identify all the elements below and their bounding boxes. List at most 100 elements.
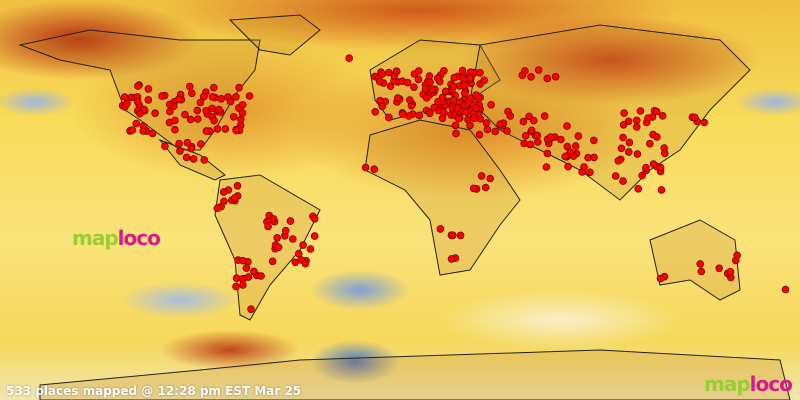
place-marker[interactable] [472, 104, 481, 112]
place-marker[interactable] [433, 74, 442, 82]
place-marker[interactable] [144, 85, 153, 93]
place-marker[interactable] [187, 144, 196, 153]
place-marker[interactable] [186, 115, 195, 124]
place-marker[interactable] [580, 163, 588, 171]
place-marker[interactable] [197, 140, 205, 148]
place-marker[interactable] [426, 78, 434, 86]
place-marker[interactable] [238, 101, 247, 109]
place-marker[interactable] [208, 93, 217, 101]
place-marker[interactable] [656, 163, 665, 172]
place-marker[interactable] [542, 163, 551, 171]
place-marker[interactable] [123, 99, 131, 108]
place-marker[interactable] [526, 140, 535, 149]
place-marker[interactable] [269, 215, 278, 223]
place-marker[interactable] [415, 111, 424, 120]
place-marker[interactable] [456, 231, 465, 240]
place-marker[interactable] [166, 107, 174, 116]
place-marker[interactable] [193, 106, 202, 115]
place-marker[interactable] [231, 194, 239, 202]
place-marker[interactable] [557, 135, 565, 144]
place-marker[interactable] [306, 245, 315, 253]
place-marker[interactable] [645, 139, 654, 148]
place-marker[interactable] [447, 255, 456, 263]
place-marker[interactable] [120, 93, 129, 101]
place-marker[interactable] [590, 153, 598, 162]
place-marker[interactable] [148, 129, 157, 138]
place-marker[interactable] [632, 123, 641, 131]
place-marker[interactable] [425, 109, 434, 118]
place-marker[interactable] [527, 126, 536, 135]
place-marker[interactable] [133, 98, 142, 106]
place-marker[interactable] [136, 109, 144, 118]
place-marker[interactable] [161, 142, 169, 151]
place-marker[interactable] [233, 182, 242, 190]
place-marker[interactable] [370, 165, 379, 174]
place-marker[interactable] [726, 267, 735, 276]
place-marker[interactable] [454, 114, 463, 123]
place-marker[interactable] [232, 126, 241, 135]
place-marker[interactable] [551, 72, 560, 81]
place-marker[interactable] [533, 131, 542, 140]
place-marker[interactable] [176, 147, 184, 155]
place-marker[interactable] [281, 226, 290, 235]
place-marker[interactable] [181, 110, 189, 119]
place-marker[interactable] [134, 82, 142, 90]
place-marker[interactable] [617, 144, 626, 153]
place-marker[interactable] [239, 281, 247, 289]
place-marker[interactable] [520, 139, 528, 148]
place-marker[interactable] [430, 103, 439, 112]
place-marker[interactable] [652, 107, 661, 116]
place-marker[interactable] [483, 125, 492, 134]
place-marker[interactable] [158, 92, 166, 100]
place-marker[interactable] [440, 108, 448, 117]
place-marker[interactable] [175, 139, 183, 148]
place-marker[interactable] [414, 67, 423, 75]
place-marker[interactable] [264, 222, 272, 231]
place-marker[interactable] [448, 231, 457, 240]
place-marker[interactable] [268, 257, 277, 266]
place-marker[interactable] [215, 105, 223, 114]
place-marker[interactable] [589, 136, 598, 145]
place-marker[interactable] [733, 251, 741, 260]
place-marker[interactable] [534, 66, 543, 74]
place-marker[interactable] [715, 264, 723, 273]
place-marker[interactable] [458, 66, 467, 75]
place-marker[interactable] [200, 92, 208, 101]
place-marker[interactable] [451, 121, 460, 130]
place-marker[interactable] [619, 121, 628, 129]
place-marker[interactable] [491, 127, 500, 136]
place-marker[interactable] [151, 109, 159, 117]
place-marker[interactable] [475, 130, 484, 139]
place-marker[interactable] [301, 259, 310, 268]
place-marker[interactable] [527, 73, 535, 81]
place-marker[interactable] [634, 185, 642, 193]
place-marker[interactable] [453, 104, 462, 112]
place-marker[interactable] [194, 115, 202, 123]
place-marker[interactable] [196, 98, 205, 107]
place-marker[interactable] [436, 225, 445, 233]
place-marker[interactable] [614, 157, 623, 165]
place-marker[interactable] [384, 113, 393, 122]
place-marker[interactable] [441, 87, 450, 96]
place-marker[interactable] [217, 95, 226, 103]
place-marker[interactable] [450, 73, 459, 82]
place-marker[interactable] [219, 188, 228, 196]
place-marker[interactable] [310, 232, 319, 240]
place-marker[interactable] [452, 129, 460, 138]
place-marker[interactable] [210, 83, 218, 92]
place-marker[interactable] [213, 125, 222, 133]
place-marker[interactable] [460, 82, 469, 90]
place-marker[interactable] [466, 121, 474, 130]
place-marker[interactable] [200, 156, 209, 164]
place-marker[interactable] [273, 234, 282, 242]
place-marker[interactable] [656, 274, 665, 283]
place-marker[interactable] [299, 241, 307, 249]
place-marker[interactable] [239, 256, 247, 265]
place-marker[interactable] [165, 100, 174, 109]
place-marker[interactable] [660, 149, 669, 158]
place-marker[interactable] [202, 127, 211, 135]
place-marker[interactable] [574, 132, 583, 140]
place-marker[interactable] [700, 118, 709, 127]
place-marker[interactable] [421, 85, 430, 94]
place-marker[interactable] [294, 249, 303, 258]
